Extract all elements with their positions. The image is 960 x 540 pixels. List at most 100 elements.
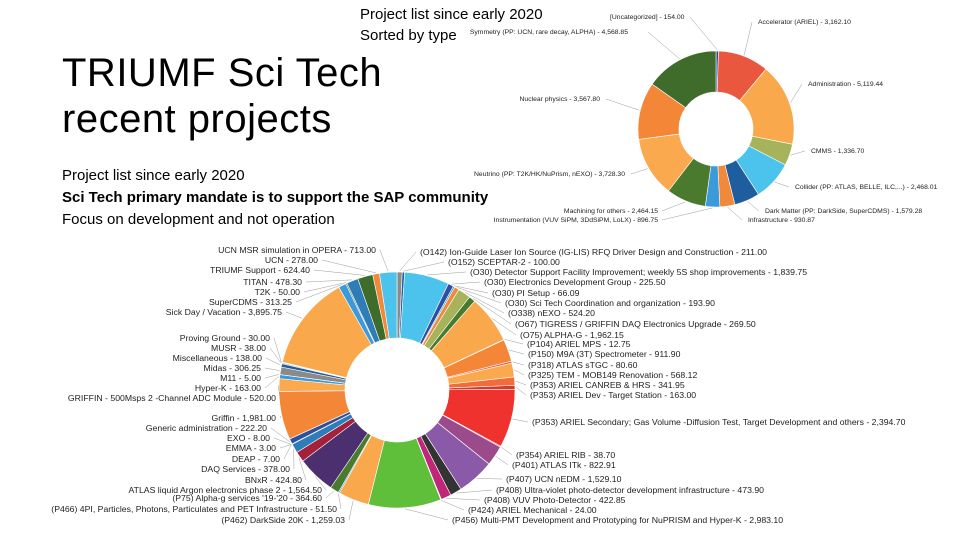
project-label-32: Generic administration - 222.20 — [146, 423, 267, 433]
project-label-43: T2K - 50.00 — [255, 287, 301, 297]
project-label-33: Griffin - 1,981.00 — [211, 413, 276, 423]
slide-title-line-1: TRIUMF Sci Tech — [62, 51, 383, 95]
project-label-11: (P318) ATLAS sTGC - 80.60 — [528, 360, 638, 370]
project-label-0: (O142) Ion-Guide Laser Ion Source (IG-LI… — [420, 247, 767, 257]
type-leader-1 — [743, 21, 753, 56]
project-label-47: UCN MSR simulation in OPERA - 713.00 — [218, 245, 376, 255]
project-leader-29 — [283, 444, 292, 460]
project-label-1: (O152) SCEPTAR-2 - 100.00 — [448, 257, 560, 267]
project-label-14: (P353) ARIEL Dev - Target Station - 163.… — [530, 390, 696, 400]
project-leader-7 — [472, 298, 512, 325]
project-leader-25 — [325, 490, 335, 499]
project-label-10: (P150) M9A (3T) Spectrometer - 911.90 — [528, 349, 681, 359]
project-leader-44 — [305, 279, 352, 283]
type-leader-0 — [689, 16, 718, 51]
project-label-4: (O30) PI Setup - 66.09 — [492, 288, 580, 298]
project-label-37: Midas - 306.25 — [204, 363, 262, 373]
slide-title-line-2: recent projects — [62, 97, 332, 141]
project-leader-43 — [303, 282, 346, 293]
project-leader-9 — [504, 339, 524, 345]
project-label-5: (O30) Sci Tech Coordination and organiza… — [505, 298, 715, 308]
project-leader-17 — [495, 456, 509, 466]
project-label-21: (P424) ARIEL Mechanical - 24.00 — [468, 505, 597, 515]
project-slice-47 — [379, 271, 398, 339]
body-line-3: Focus on development and not operation — [62, 211, 335, 228]
type-label-5: Dark Matter (PP: DarkSide, SuperCDMS) - … — [765, 208, 922, 215]
type-label-6: Infrastructure - 930.87 — [748, 217, 815, 224]
type-leader-8 — [661, 201, 686, 212]
project-leader-16 — [501, 446, 513, 456]
type-label-7: Instrumentation (VUV SiPM, 3DdSiPM, LoLX… — [494, 217, 659, 224]
project-label-39: MUSR - 38.00 — [211, 343, 266, 353]
project-leader-42 — [295, 284, 342, 303]
project-label-15: (P353) ARIEL Secondary; Gas Volume -Diff… — [532, 417, 906, 427]
project-label-29: DEAP - 7.00 — [232, 454, 280, 464]
project-leader-15 — [512, 418, 529, 423]
project-leader-4 — [454, 285, 489, 294]
project-leader-19 — [456, 489, 493, 494]
project-label-46: UCN - 278.00 — [265, 255, 318, 265]
project-label-24: (P466) 4PI, Particles, Photons, Particul… — [51, 504, 337, 514]
project-label-6: (O338) nEXO - 524.20 — [508, 308, 595, 318]
chart-caption: Project list since early 2020 Sorted by … — [360, 4, 543, 46]
project-label-20: (P408) VUV Photo-Detector - 422.85 — [484, 495, 626, 505]
project-label-31: EXO - 8.00 — [227, 433, 270, 443]
project-leader-24 — [338, 493, 342, 510]
project-leader-33 — [279, 415, 282, 419]
project-leader-27 — [298, 457, 307, 481]
type-leader-4 — [774, 181, 790, 188]
project-leader-30 — [279, 444, 292, 449]
project-label-36: M11 - 5.00 — [220, 373, 261, 383]
project-leader-38 — [265, 357, 281, 366]
type-label-9: Neutrino (PP: T2K/HK/NuPrism, nEXO) - 3,… — [474, 171, 625, 178]
project-leader-47 — [379, 249, 389, 272]
project-label-13: (P353) ARIEL CANREB & HRS - 341.95 — [530, 380, 685, 390]
project-leader-0 — [399, 251, 417, 272]
project-label-23: (P462) DarkSide 20K - 1,259.03 — [221, 515, 345, 525]
type-leader-2 — [790, 83, 803, 103]
project-label-18: (P407) UCN nEDM - 1,529.10 — [506, 474, 622, 484]
project-leader-39 — [269, 347, 282, 364]
project-leader-8 — [491, 318, 517, 336]
project-label-42: SuperCDMS - 313.25 — [209, 297, 292, 307]
slide-title: TRIUMF Sci Tech recent projects — [62, 50, 382, 142]
project-label-8: (O75) ALPHA-G - 1,962.15 — [520, 330, 624, 340]
project-leader-32 — [270, 427, 291, 443]
type-leader-11 — [647, 31, 680, 60]
project-label-34: GRIFFIN - 500Msps 2 -Channel ADC Module … — [68, 393, 276, 403]
chart-caption-line-1: Project list since early 2020 — [360, 6, 543, 23]
project-leader-31 — [273, 437, 292, 445]
project-label-26: ATLAS liquid Argon electronics phase 2 -… — [129, 485, 323, 495]
type-label-0: [Uncategorized] - 154.00 — [610, 14, 685, 21]
type-leader-7 — [661, 207, 713, 221]
project-leader-20 — [446, 497, 481, 501]
project-label-9: (P104) ARIEL MPS - 12.75 — [527, 339, 631, 349]
project-leader-10 — [509, 349, 525, 355]
project-label-16: (P354) ARIEL RIB - 38.70 — [516, 450, 615, 460]
project-leader-46 — [321, 259, 376, 274]
project-label-19: (P408) Ultra-violet photo-detector devel… — [496, 485, 764, 495]
project-leader-36 — [264, 374, 280, 379]
project-label-40: Proving Ground - 30.00 — [180, 333, 270, 343]
body-line-1: Project list since early 2020 — [62, 167, 245, 184]
project-leader-23 — [348, 500, 354, 521]
project-leader-14 — [515, 387, 527, 396]
project-leader-11 — [512, 361, 525, 366]
project-leader-35 — [264, 376, 279, 389]
project-leader-18 — [476, 478, 503, 480]
type-leader-10 — [605, 98, 640, 111]
project-leader-22 — [404, 508, 449, 521]
project-leader-5 — [457, 287, 502, 304]
project-leader-21 — [441, 500, 465, 511]
project-leader-6 — [464, 292, 505, 314]
project-label-35: Hyper-K - 163.00 — [195, 383, 261, 393]
type-label-4: Collider (PP: ATLAS, BELLE, ILC,...) - 2… — [795, 184, 938, 191]
project-leader-13 — [515, 380, 527, 386]
type-label-8: Machining for others - 2,464.15 — [564, 208, 658, 215]
project-label-41: Sick Day / Vacation - 3,895.75 — [166, 307, 282, 317]
type-donut: [Uncategorized] - 154.00 Accelerator (ARI… — [470, 14, 938, 224]
project-leader-3 — [451, 281, 481, 285]
type-leader-6 — [727, 206, 743, 221]
